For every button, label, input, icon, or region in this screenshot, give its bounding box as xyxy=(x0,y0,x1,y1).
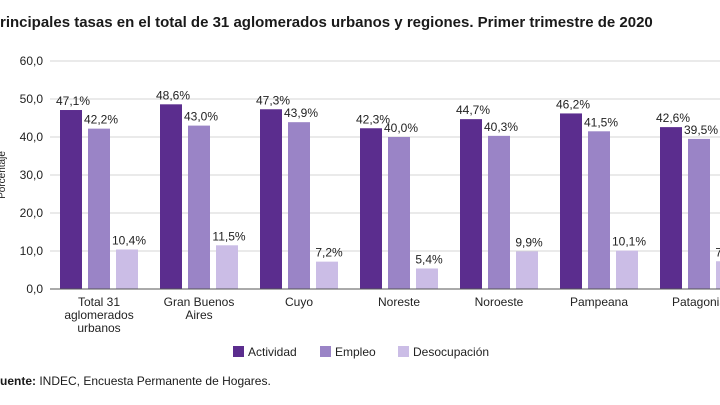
data-label: 7,2% xyxy=(315,246,343,260)
chart-title: rincipales tasas en el total de 31 aglom… xyxy=(0,14,653,31)
data-label: 43,9% xyxy=(284,106,318,120)
category-label: Aires xyxy=(185,308,212,322)
legend-swatch xyxy=(398,346,409,357)
category-label: Cuyo xyxy=(285,295,313,309)
bar-desocupacin xyxy=(416,268,438,289)
bar-empleo xyxy=(388,137,410,289)
data-label: 10,4% xyxy=(112,233,146,247)
category-label: Pampeana xyxy=(570,295,628,309)
bar-empleo xyxy=(88,128,110,289)
gridlines xyxy=(50,60,720,252)
bar-desocupacin xyxy=(516,251,538,289)
bar-actividad xyxy=(360,128,382,289)
y-tick-label: 0,0 xyxy=(26,282,43,296)
category-label: Total 31 xyxy=(78,295,120,309)
source-note: uente: INDEC, Encuesta Permanente de Hog… xyxy=(0,374,271,388)
bar-actividad xyxy=(460,119,482,289)
data-label: 7,3% xyxy=(715,245,720,259)
data-label: 42,2% xyxy=(84,113,118,127)
y-tick-label: 30,0 xyxy=(20,168,44,182)
data-label: 9,9% xyxy=(515,235,543,249)
bar-empleo xyxy=(588,131,610,289)
y-axis-ticks: 0,0 10,0 20,0 30,0 40,0 50,0 60,0 xyxy=(20,54,44,296)
data-labels: 47,1% 42,2% 10,4% 48,6% 43,0% 11,5% 47,3%43,9%… xyxy=(56,88,720,266)
y-tick-label: 40,0 xyxy=(20,130,44,144)
data-label: 41,5% xyxy=(584,115,618,129)
data-label: 46,2% xyxy=(556,97,590,111)
data-label: 39,5% xyxy=(684,123,718,137)
source-label: uente: xyxy=(0,374,36,388)
category-label: Noroeste xyxy=(475,295,524,309)
y-tick-label: 20,0 xyxy=(20,206,44,220)
data-label: 47,1% xyxy=(56,94,90,108)
category-label: Patagonia xyxy=(672,295,720,309)
bar-desocupacin xyxy=(716,261,720,289)
data-label: 42,6% xyxy=(656,111,690,125)
bar-empleo xyxy=(288,122,310,290)
data-label: 11,5% xyxy=(212,229,245,243)
category-label: Noreste xyxy=(378,295,420,309)
bar-actividad xyxy=(660,127,682,290)
data-label: 10,1% xyxy=(612,235,646,249)
bar-actividad xyxy=(160,104,182,289)
bar-empleo xyxy=(488,135,510,289)
data-label: 42,3% xyxy=(356,112,390,126)
legend-swatch xyxy=(320,346,331,357)
legend-swatch xyxy=(233,346,244,357)
y-tick-label: 50,0 xyxy=(20,92,44,106)
bar-actividad xyxy=(260,109,282,289)
bar-desocupacin xyxy=(616,250,638,289)
y-tick-label: 60,0 xyxy=(20,54,44,68)
category-label: aglomerados xyxy=(64,308,133,322)
bar-empleo xyxy=(688,138,710,289)
legend-label: Actividad xyxy=(248,345,297,359)
data-label: 40,0% xyxy=(384,121,418,135)
data-label: 5,4% xyxy=(415,252,443,266)
y-tick-label: 10,0 xyxy=(20,244,44,258)
bar-empleo xyxy=(188,125,210,289)
data-label: 47,3% xyxy=(256,93,290,107)
data-label: 48,6% xyxy=(156,88,190,102)
bar-actividad xyxy=(60,110,82,290)
bar-desocupacin xyxy=(216,245,238,289)
data-label: 40,3% xyxy=(484,120,518,134)
legend-label: Desocupación xyxy=(413,345,489,359)
source-text: INDEC, Encuesta Permanente de Hogares. xyxy=(39,374,271,388)
data-label: 44,7% xyxy=(456,103,490,117)
category-label: urbanos xyxy=(77,321,120,335)
legend: Actividad Empleo Desocupación xyxy=(233,345,489,359)
data-label: 43,0% xyxy=(184,110,218,124)
legend-label: Empleo xyxy=(335,345,376,359)
category-label: Gran Buenos xyxy=(164,295,235,309)
bar-actividad xyxy=(560,113,582,289)
y-axis-title: Porcentaje xyxy=(0,151,8,199)
bars xyxy=(60,104,720,290)
bar-desocupacin xyxy=(116,249,138,289)
bar-desocupacin xyxy=(316,261,338,289)
